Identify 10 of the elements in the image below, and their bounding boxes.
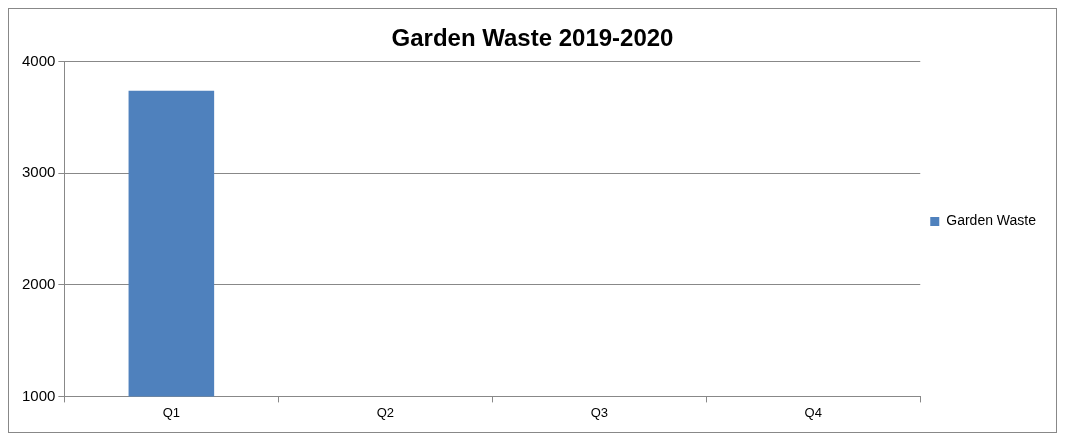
x-tick-label: Q3 bbox=[590, 404, 608, 420]
y-tick-label: 3000 bbox=[21, 163, 56, 181]
x-tick-label: Q1 bbox=[162, 404, 181, 420]
x-tick-label: Q4 bbox=[804, 404, 822, 420]
y-tick-label: 1000 bbox=[21, 386, 56, 404]
chart-title: Garden Waste 2019-2020 bbox=[391, 24, 674, 52]
y-tick-label: 2000 bbox=[21, 275, 56, 293]
x-tick-label: Q2 bbox=[376, 404, 394, 420]
y-tick-label: 4000 bbox=[21, 51, 56, 69]
legend-label: Garden Waste bbox=[946, 212, 1037, 229]
